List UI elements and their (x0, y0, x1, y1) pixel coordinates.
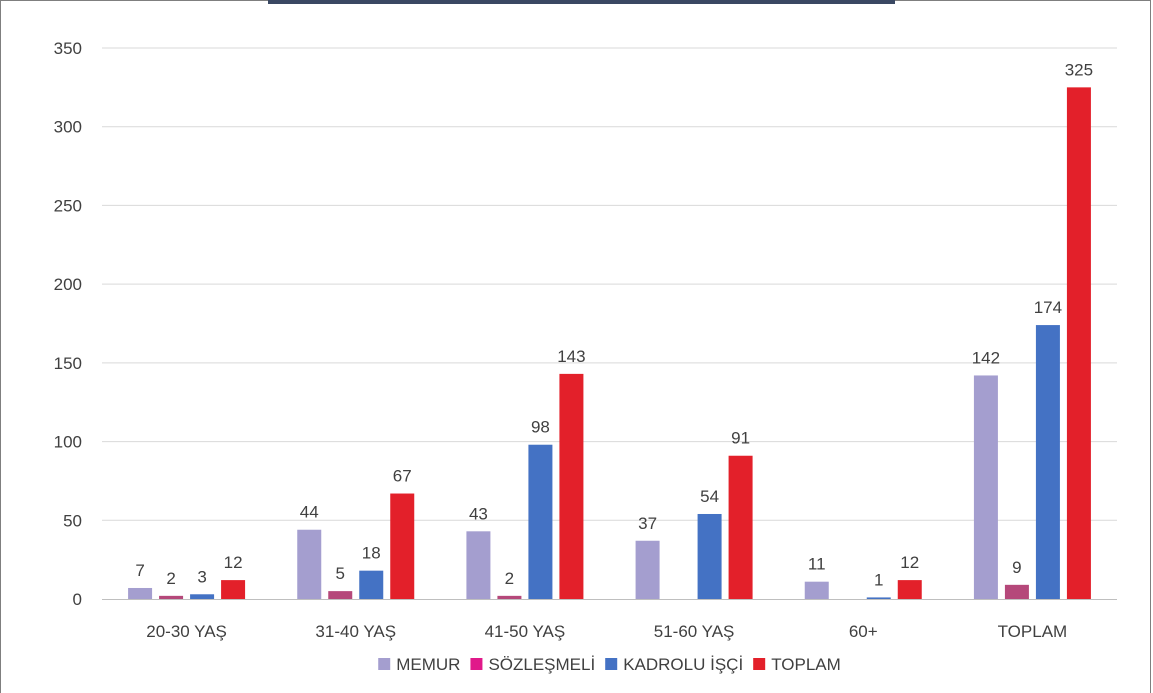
bar (728, 455, 753, 599)
bar (866, 597, 891, 599)
data-label: 11 (808, 555, 826, 574)
y-tick-label: 50 (63, 511, 82, 530)
data-label: 1 (874, 570, 883, 589)
bar (559, 373, 584, 599)
y-tick-label: 0 (73, 590, 82, 609)
y-tick-label: 300 (54, 118, 82, 137)
data-label: 54 (700, 487, 719, 506)
bar (635, 540, 660, 599)
x-category-label: TOPLAM (998, 622, 1068, 641)
header-strip (268, 0, 895, 4)
x-category-label: 60+ (849, 622, 878, 641)
data-label: 5 (336, 564, 345, 583)
data-label: 91 (731, 429, 750, 448)
legend-label: KADROLU İŞÇİ (623, 655, 743, 674)
data-label: 67 (393, 467, 412, 486)
data-label: 174 (1034, 298, 1062, 317)
legend-swatch (378, 658, 391, 670)
bar (297, 529, 322, 599)
data-label: 9 (1012, 558, 1021, 577)
data-label: 43 (469, 504, 488, 523)
bar (897, 580, 922, 599)
bar (359, 570, 384, 599)
legend-swatch (753, 658, 766, 670)
bar (1004, 584, 1029, 599)
legend-label: MEMUR (396, 655, 460, 674)
data-label: 18 (362, 544, 381, 563)
x-category-label: 31-40 YAŞ (315, 622, 396, 641)
y-tick-label: 200 (54, 275, 82, 294)
y-axis: 0 50 100 150 200 250 300 350 (54, 39, 82, 609)
bar (159, 595, 184, 599)
bar (1035, 325, 1060, 599)
data-label: 2 (505, 569, 514, 588)
bar (328, 591, 353, 599)
x-category-label: 51-60 YAŞ (654, 622, 735, 641)
bar (973, 375, 998, 599)
bar (497, 595, 522, 599)
x-axis: 20-30 YAŞ 31-40 YAŞ 41-50 YAŞ 51-60 YAŞ 60+ T… (102, 599, 1117, 641)
bar (804, 581, 829, 599)
data-label: 3 (197, 567, 206, 586)
data-label: 98 (531, 418, 550, 437)
x-category-label: 41-50 YAŞ (485, 622, 566, 641)
y-tick-label: 350 (54, 39, 82, 58)
data-label: 12 (900, 553, 919, 572)
legend-label: SÖZLEŞMELİ (488, 655, 595, 674)
legend: MEMUR SÖZLEŞMELİ KADROLU İŞÇİ TOPLAM (378, 655, 841, 674)
bar (390, 493, 415, 599)
y-tick-label: 250 (54, 196, 82, 215)
bar (128, 587, 153, 599)
bar (221, 580, 246, 599)
bar (466, 531, 491, 599)
data-label: 143 (557, 347, 585, 366)
bar (528, 444, 553, 599)
data-label: 2 (166, 569, 175, 588)
bar (1066, 87, 1091, 599)
x-category-label: 20-30 YAŞ (146, 622, 227, 641)
data-label: 44 (300, 503, 319, 522)
data-label: 325 (1065, 60, 1093, 79)
y-tick-label: 150 (54, 354, 82, 373)
data-labels: 7 2 31244518674329814337549111112142917432… (135, 60, 1093, 589)
gridlines (102, 47, 1117, 521)
legend-swatch (605, 658, 618, 670)
data-label: 7 (135, 561, 144, 580)
y-tick-label: 100 (54, 433, 82, 452)
legend-label: TOPLAM (771, 655, 841, 674)
bar (697, 513, 722, 599)
bar (190, 594, 215, 599)
data-label: 142 (972, 348, 1000, 367)
data-label: 12 (224, 553, 243, 572)
bars (128, 87, 1091, 599)
data-label: 37 (638, 514, 657, 533)
legend-swatch (470, 658, 483, 670)
